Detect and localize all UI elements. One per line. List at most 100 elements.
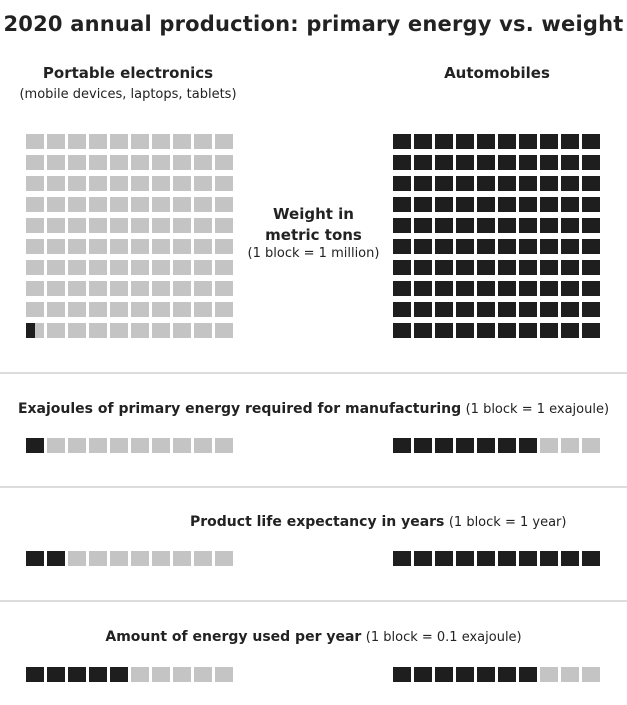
portable-electronics-heading: Portable electronics — [42, 64, 214, 82]
weight-portable-electronics-block — [110, 218, 128, 233]
weight-automobiles-block — [519, 197, 537, 212]
manufacturing-energy-automobiles-block — [582, 438, 600, 453]
weight-automobiles-block — [414, 239, 432, 254]
divider-3 — [0, 600, 627, 602]
weight-automobiles-block — [561, 197, 579, 212]
weight-automobiles-block — [435, 197, 453, 212]
divider-2 — [0, 486, 627, 488]
weight-automobiles-block — [477, 281, 495, 296]
weight-automobiles-block — [456, 155, 474, 170]
weight-portable-electronics-block — [152, 323, 170, 338]
weight-automobiles-block — [477, 302, 495, 317]
weight-portable-electronics-block — [89, 218, 107, 233]
weight-automobiles-block — [561, 239, 579, 254]
weight-portable-electronics-block — [215, 134, 233, 149]
energy-per-year-automobiles-block — [519, 667, 537, 682]
weight-portable-electronics-block — [89, 197, 107, 212]
weight-automobiles-block — [582, 155, 600, 170]
weight-portable-electronics-block — [47, 176, 65, 191]
weight-automobiles-block — [435, 134, 453, 149]
weight-automobiles-block — [435, 176, 453, 191]
weight-automobiles-block — [582, 239, 600, 254]
weight-portable-electronics-block — [47, 155, 65, 170]
weight-portable-electronics-block — [26, 176, 44, 191]
portable-electronics-subheading: (mobile devices, laptops, tablets) — [19, 87, 237, 102]
weight-portable-electronics-block — [47, 197, 65, 212]
weight-portable-electronics-block — [26, 302, 44, 317]
manufacturing-energy-portable-electronics-block — [131, 438, 149, 453]
weight-automobiles-block — [498, 218, 516, 233]
life-expectancy-automobiles-block — [519, 551, 537, 566]
weight-portable-electronics-block — [131, 155, 149, 170]
weight-note: (1 block = 1 million) — [247, 246, 380, 261]
weight-portable-electronics-block — [173, 155, 191, 170]
weight-portable-electronics-block — [173, 197, 191, 212]
weight-automobiles-block — [519, 239, 537, 254]
life-expectancy-portable-electronics-block — [215, 551, 233, 566]
life-expectancy-automobiles-block — [477, 551, 495, 566]
weight-automobiles-block — [582, 197, 600, 212]
weight-portable-electronics-block — [152, 281, 170, 296]
weight-portable-electronics-block — [215, 239, 233, 254]
energy-per-year-automobiles-block — [582, 667, 600, 682]
weight-automobiles-block — [435, 239, 453, 254]
weight-automobiles-block — [435, 323, 453, 338]
weight-portable-electronics-block — [68, 218, 86, 233]
energy-per-year-portable-electronics-block — [89, 667, 107, 682]
weight-portable-electronics-block — [26, 197, 44, 212]
weight-portable-electronics-block — [131, 197, 149, 212]
weight-portable-electronics-block — [194, 176, 212, 191]
life-expectancy-automobiles-block — [582, 551, 600, 566]
weight-portable-electronics-block — [47, 239, 65, 254]
weight-portable-electronics-block — [173, 239, 191, 254]
manufacturing-energy-automobiles-block — [519, 438, 537, 453]
energy-per-year-automobiles-block — [456, 667, 474, 682]
weight-automobiles-block — [477, 323, 495, 338]
energy-per-year-portable-electronics-block — [215, 667, 233, 682]
weight-portable-electronics-block — [152, 239, 170, 254]
weight-portable-electronics-block — [131, 323, 149, 338]
weight-portable-electronics-block — [173, 281, 191, 296]
life-expectancy-portable-electronics-block — [131, 551, 149, 566]
life-expectancy-portable-electronics-block — [152, 551, 170, 566]
weight-portable-electronics-block — [26, 323, 44, 338]
weight-portable-electronics-block — [215, 197, 233, 212]
weight-automobiles-block — [561, 302, 579, 317]
manufacturing-energy-portable-electronics-block — [89, 438, 107, 453]
weight-automobiles-block — [561, 323, 579, 338]
weight-portable-electronics-block — [131, 218, 149, 233]
weight-automobiles-block — [561, 281, 579, 296]
manufacturing-energy-note: (1 block = 1 exajoule) — [465, 402, 610, 417]
energy-per-year-portable-electronics-block — [173, 667, 191, 682]
weight-automobiles-block — [477, 155, 495, 170]
manufacturing-energy-automobiles-block — [540, 438, 558, 453]
energy-per-year-portable-electronics-block — [110, 667, 128, 682]
weight-automobiles-block — [393, 260, 411, 275]
weight-automobiles-block — [393, 197, 411, 212]
divider-1 — [0, 372, 627, 374]
weight-portable-electronics-block — [89, 134, 107, 149]
weight-automobiles-block — [582, 302, 600, 317]
weight-automobiles-block — [519, 302, 537, 317]
weight-automobiles-block — [414, 155, 432, 170]
manufacturing-energy-automobiles-block — [435, 438, 453, 453]
weight-automobiles-block — [477, 218, 495, 233]
energy-per-year-portable-electronics-block — [47, 667, 65, 682]
weight-automobiles-block — [561, 176, 579, 191]
weight-automobiles-block — [561, 260, 579, 275]
manufacturing-energy-automobiles-block — [414, 438, 432, 453]
weight-automobiles-block — [561, 218, 579, 233]
weight-portable-electronics-block — [131, 281, 149, 296]
weight-automobiles-block — [498, 134, 516, 149]
weight-portable-electronics-block — [131, 176, 149, 191]
manufacturing-energy-title: Exajoules of primary energy required for… — [17, 401, 462, 417]
weight-portable-electronics-block — [26, 260, 44, 275]
weight-automobiles-block — [561, 155, 579, 170]
weight-automobiles-block — [582, 260, 600, 275]
weight-portable-electronics-block — [47, 302, 65, 317]
weight-portable-electronics-block — [68, 134, 86, 149]
life-expectancy-automobiles-block — [456, 551, 474, 566]
weight-portable-electronics-block — [89, 239, 107, 254]
weight-portable-electronics-block — [89, 176, 107, 191]
weight-portable-electronics-block — [89, 155, 107, 170]
